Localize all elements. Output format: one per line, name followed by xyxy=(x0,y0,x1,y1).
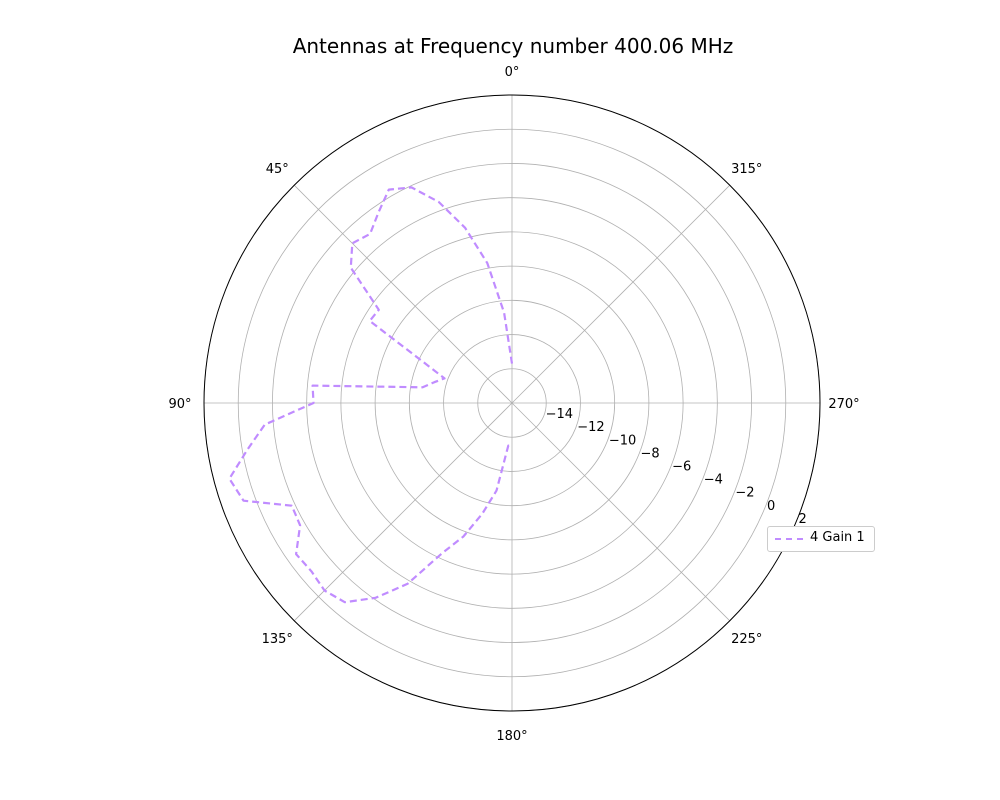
theta-grid-line xyxy=(511,184,731,404)
r-tick-label: −14 xyxy=(546,407,573,422)
r-tick-label: −12 xyxy=(577,420,604,435)
r-tick-label: −4 xyxy=(704,473,723,488)
legend: 4 Gain 1 xyxy=(767,526,875,552)
theta-grid-line xyxy=(293,402,513,622)
r-tick-label: 0 xyxy=(767,499,775,514)
theta-tick-label: 315° xyxy=(731,162,762,177)
r-tick-label: −2 xyxy=(735,486,754,501)
r-tick-label: −10 xyxy=(609,433,636,448)
r-tick-label: −6 xyxy=(672,459,691,474)
polar-frame xyxy=(203,94,821,712)
theta-tick-label: 45° xyxy=(266,162,289,177)
r-tick-label: 2 xyxy=(799,512,807,527)
polar-grid xyxy=(203,94,821,712)
theta-tick-label: 90° xyxy=(168,397,191,412)
theta-tick-label: 270° xyxy=(828,397,859,412)
legend-label: 4 Gain 1 xyxy=(810,530,865,545)
theta-tick-label: 225° xyxy=(731,632,762,647)
theta-grid-line xyxy=(293,184,513,404)
series-line xyxy=(228,186,514,604)
theta-grid-line xyxy=(511,402,731,622)
theta-tick-label: 0° xyxy=(505,65,520,80)
theta-tick-label: 180° xyxy=(496,729,527,744)
chart-title: Antennas at Frequency number 400.06 MHz xyxy=(292,34,734,58)
r-tick-label: −8 xyxy=(640,446,659,461)
theta-tick-label: 135° xyxy=(262,632,293,647)
series-layer xyxy=(228,186,514,604)
tick-labels: 0°45°90°135°180°225°270°315°−14−12−10−8−… xyxy=(168,65,859,744)
legend-line-swatch xyxy=(775,538,803,540)
